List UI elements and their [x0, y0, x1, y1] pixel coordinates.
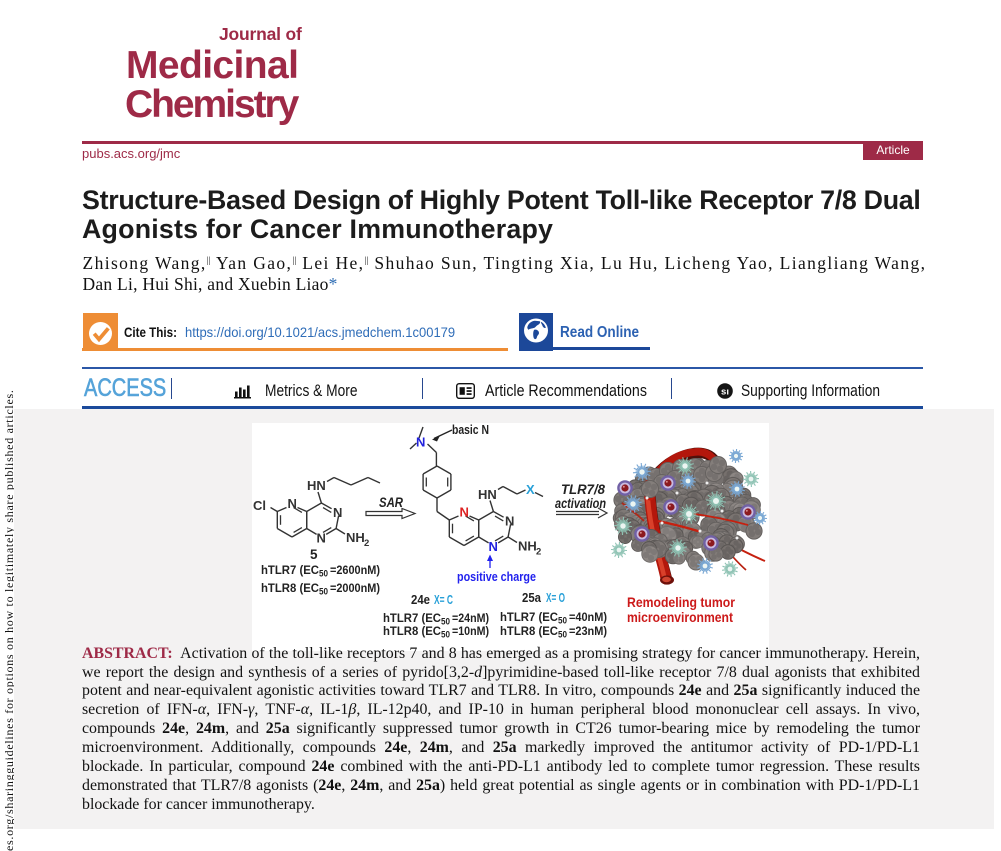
svg-text:Remodeling tumor: Remodeling tumor	[627, 595, 736, 610]
svg-text:N: N	[416, 435, 425, 450]
svg-text:=23nM): =23nM)	[569, 624, 607, 638]
svg-text:basic N: basic N	[452, 423, 489, 437]
svg-text:25a: 25a	[522, 590, 542, 605]
svg-text:N: N	[333, 505, 342, 520]
svg-text:50: 50	[441, 617, 450, 627]
svg-text:N: N	[317, 531, 326, 546]
svg-text:N: N	[288, 496, 297, 511]
svg-text:SAR: SAR	[379, 495, 403, 510]
svg-text:hTLR8 (EC: hTLR8 (EC	[500, 624, 558, 638]
svg-text:hTLR7 (EC: hTLR7 (EC	[383, 611, 441, 625]
svg-text:N: N	[505, 514, 514, 529]
svg-text:2: 2	[364, 538, 369, 549]
svg-text:hTLR8 (EC: hTLR8 (EC	[261, 581, 319, 595]
svg-text:NH: NH	[518, 539, 537, 554]
svg-text:X= C: X= C	[434, 592, 453, 607]
svg-text:2: 2	[536, 547, 541, 558]
svg-text:NH: NH	[346, 530, 365, 545]
svg-text:X= O: X= O	[546, 590, 565, 605]
svg-text:Cl: Cl	[253, 498, 266, 513]
svg-text:N: N	[489, 539, 498, 554]
svg-text:TLR7/8: TLR7/8	[561, 482, 605, 497]
svg-text:N: N	[460, 505, 469, 520]
svg-text:X: X	[526, 482, 535, 497]
svg-text:HN: HN	[478, 487, 497, 502]
svg-text:hTLR7 (EC: hTLR7 (EC	[261, 563, 319, 577]
svg-text:HN: HN	[307, 478, 326, 493]
svg-text:50: 50	[558, 616, 567, 626]
svg-text:=2600nM): =2600nM)	[330, 563, 380, 577]
svg-text:50: 50	[319, 587, 328, 597]
svg-text:5: 5	[310, 547, 318, 562]
svg-text:=10nM): =10nM)	[452, 624, 489, 638]
svg-text:=2000nM): =2000nM)	[330, 581, 380, 595]
svg-text:=40nM): =40nM)	[569, 610, 607, 624]
svg-text:sı: sı	[721, 387, 729, 398]
svg-text:50: 50	[558, 630, 567, 640]
svg-text:24e: 24e	[411, 592, 430, 607]
svg-text:positive charge: positive charge	[457, 569, 536, 584]
svg-text:microenvironment: microenvironment	[627, 610, 733, 625]
svg-text:hTLR8 (EC: hTLR8 (EC	[383, 624, 441, 638]
svg-text:=24nM): =24nM)	[452, 611, 489, 625]
svg-text:50: 50	[319, 569, 328, 579]
svg-text:hTLR7 (EC: hTLR7 (EC	[500, 610, 558, 624]
svg-text:50: 50	[441, 630, 450, 640]
